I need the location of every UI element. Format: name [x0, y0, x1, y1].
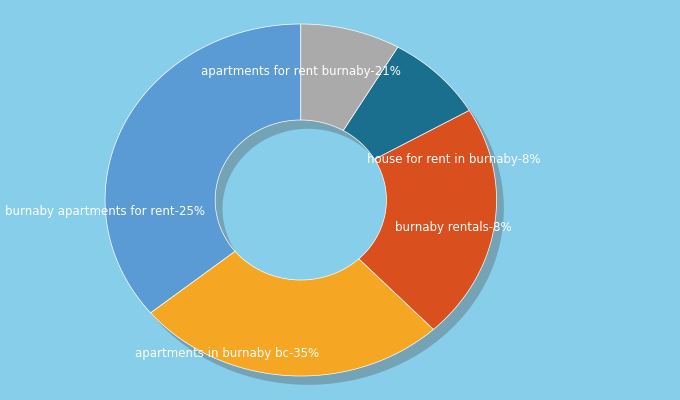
Text: apartments for rent burnaby-21%: apartments for rent burnaby-21% [201, 66, 401, 78]
PathPatch shape [359, 110, 496, 329]
PathPatch shape [158, 260, 441, 385]
Text: apartments in burnaby bc-35%: apartments in burnaby bc-35% [135, 348, 320, 360]
Text: house for rent in burnaby-8%: house for rent in burnaby-8% [367, 154, 541, 166]
PathPatch shape [105, 24, 301, 313]
PathPatch shape [301, 24, 398, 130]
Text: burnaby rentals-8%: burnaby rentals-8% [395, 222, 512, 234]
PathPatch shape [351, 56, 477, 168]
Text: burnaby apartments for rent-25%: burnaby apartments for rent-25% [5, 206, 205, 218]
PathPatch shape [343, 47, 469, 159]
PathPatch shape [151, 251, 433, 376]
PathPatch shape [367, 119, 504, 338]
PathPatch shape [112, 33, 308, 322]
PathPatch shape [308, 33, 405, 139]
